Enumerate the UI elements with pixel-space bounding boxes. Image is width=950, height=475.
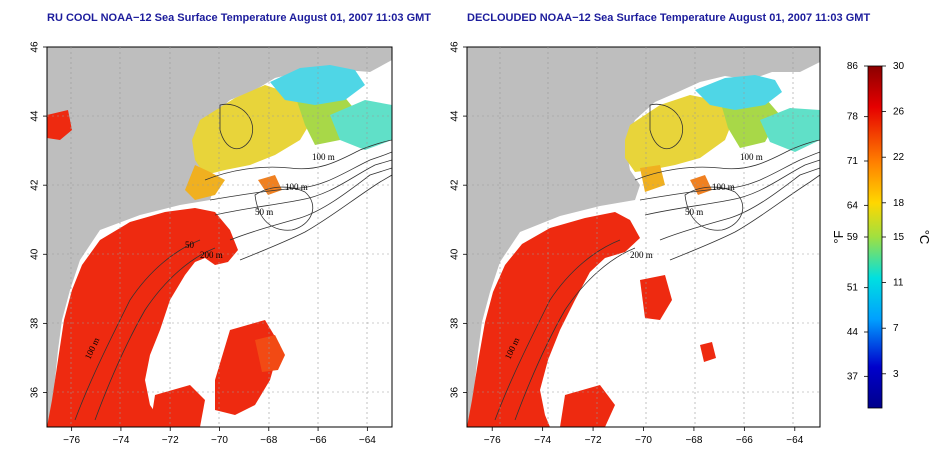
- celsius-tick-label: 3: [893, 369, 899, 380]
- y-tick-label: 42: [30, 179, 41, 191]
- y-tick-label: 46: [450, 41, 461, 53]
- contour-label: 50 m: [255, 207, 273, 217]
- mid-sst-area: [625, 95, 735, 172]
- x-tick-label: −70: [211, 435, 228, 446]
- right-gridlines: [467, 47, 820, 427]
- y-tick-label: 36: [30, 386, 41, 398]
- warm-sst-patch: [640, 275, 672, 320]
- contour-label: 100 m: [285, 182, 308, 192]
- temperature-colorbar: 86 78 71 64 59 51 44 37 30 26 22 18 15 11 7 3 °F °C: [831, 61, 932, 409]
- x-tick-label: −74: [112, 435, 129, 446]
- x-tick-label: −64: [786, 435, 803, 446]
- y-tick-label: 40: [30, 248, 41, 260]
- right-bathymetry-contours: [494, 103, 820, 421]
- fahrenheit-tick-label: 71: [847, 156, 859, 167]
- y-tick-label: 36: [450, 386, 461, 398]
- x-tick-label: −72: [585, 435, 602, 446]
- x-tick-label: −66: [736, 435, 753, 446]
- contour-label: 100 m: [312, 152, 335, 162]
- x-tick-label: −68: [260, 435, 277, 446]
- x-tick-label: −76: [63, 435, 80, 446]
- contour-label: 50 m: [685, 207, 703, 217]
- x-tick-label: −74: [534, 435, 551, 446]
- land-mass: [467, 47, 820, 427]
- right-map-panel: −76 −74 −72 −70 −68 −66 −64 46 44 42 40 38 36 100 m…: [450, 41, 821, 446]
- y-tick-label: 44: [450, 110, 461, 122]
- fahrenheit-unit-label: °F: [831, 230, 846, 243]
- fahrenheit-tick-label: 44: [847, 327, 859, 338]
- x-tick-label: −76: [484, 435, 501, 446]
- x-tick-label: −72: [162, 435, 179, 446]
- celsius-tick-label: 11: [893, 278, 904, 289]
- x-tick-label: −66: [310, 435, 327, 446]
- left-bathymetry-contours: [74, 103, 392, 421]
- fahrenheit-tick-label: 64: [847, 200, 859, 211]
- x-tick-label: −68: [685, 435, 702, 446]
- y-tick-label: 42: [450, 179, 461, 191]
- land-mass: [47, 47, 392, 427]
- left-panel-title: RU COOL NOAA−12 Sea Surface Temperature …: [47, 12, 432, 24]
- warm-sst-patch: [150, 385, 205, 427]
- warm-sst-patch: [47, 110, 72, 140]
- fahrenheit-tick-label: 59: [847, 232, 859, 243]
- warm-sst-patch: [560, 385, 615, 427]
- y-tick-label: 44: [30, 110, 41, 122]
- celsius-tick-label: 18: [893, 198, 905, 209]
- celsius-tick-label: 7: [893, 323, 899, 334]
- contour-label: 200 m: [630, 250, 653, 260]
- x-tick-label: −64: [359, 435, 376, 446]
- warm-sst-area: [467, 212, 640, 427]
- celsius-tick-label: 15: [893, 232, 905, 243]
- mid-sst-area: [192, 85, 315, 175]
- y-tick-label: 38: [450, 317, 461, 329]
- cool-sst-area: [760, 108, 820, 152]
- cool-sst-area: [330, 100, 392, 150]
- fahrenheit-tick-label: 78: [847, 112, 859, 123]
- left-gridlines: [47, 47, 392, 427]
- warm-sst-patch: [255, 335, 285, 372]
- x-tick-label: −70: [635, 435, 652, 446]
- celsius-unit-label: °C: [917, 230, 932, 245]
- contour-label: 50: [185, 240, 195, 250]
- right-panel-title: DECLOUDED NOAA−12 Sea Surface Temperatur…: [467, 12, 871, 24]
- celsius-tick-label: 30: [893, 61, 905, 72]
- y-tick-label: 46: [30, 41, 41, 53]
- y-tick-label: 40: [450, 248, 461, 260]
- cool-sst-area: [695, 75, 782, 110]
- left-map-panel: −76 −74 −72 −70 −68 −66 −64 46 44 42 40 38 36 100 m…: [30, 41, 393, 446]
- celsius-tick-label: 22: [893, 152, 905, 163]
- warm-sst-patch: [700, 342, 716, 362]
- y-tick-label: 38: [30, 317, 41, 329]
- contour-label: 100 m: [712, 182, 735, 192]
- celsius-tick-label: 26: [893, 107, 905, 118]
- cool-sst-area: [270, 65, 365, 105]
- contour-label: 200 m: [200, 250, 223, 260]
- colorbar-ramp: [867, 65, 883, 409]
- fahrenheit-tick-label: 51: [847, 283, 859, 294]
- fahrenheit-tick-label: 86: [847, 61, 859, 72]
- contour-label: 100 m: [740, 152, 763, 162]
- mid-sst-area: [185, 165, 225, 200]
- fahrenheit-tick-label: 37: [847, 371, 859, 382]
